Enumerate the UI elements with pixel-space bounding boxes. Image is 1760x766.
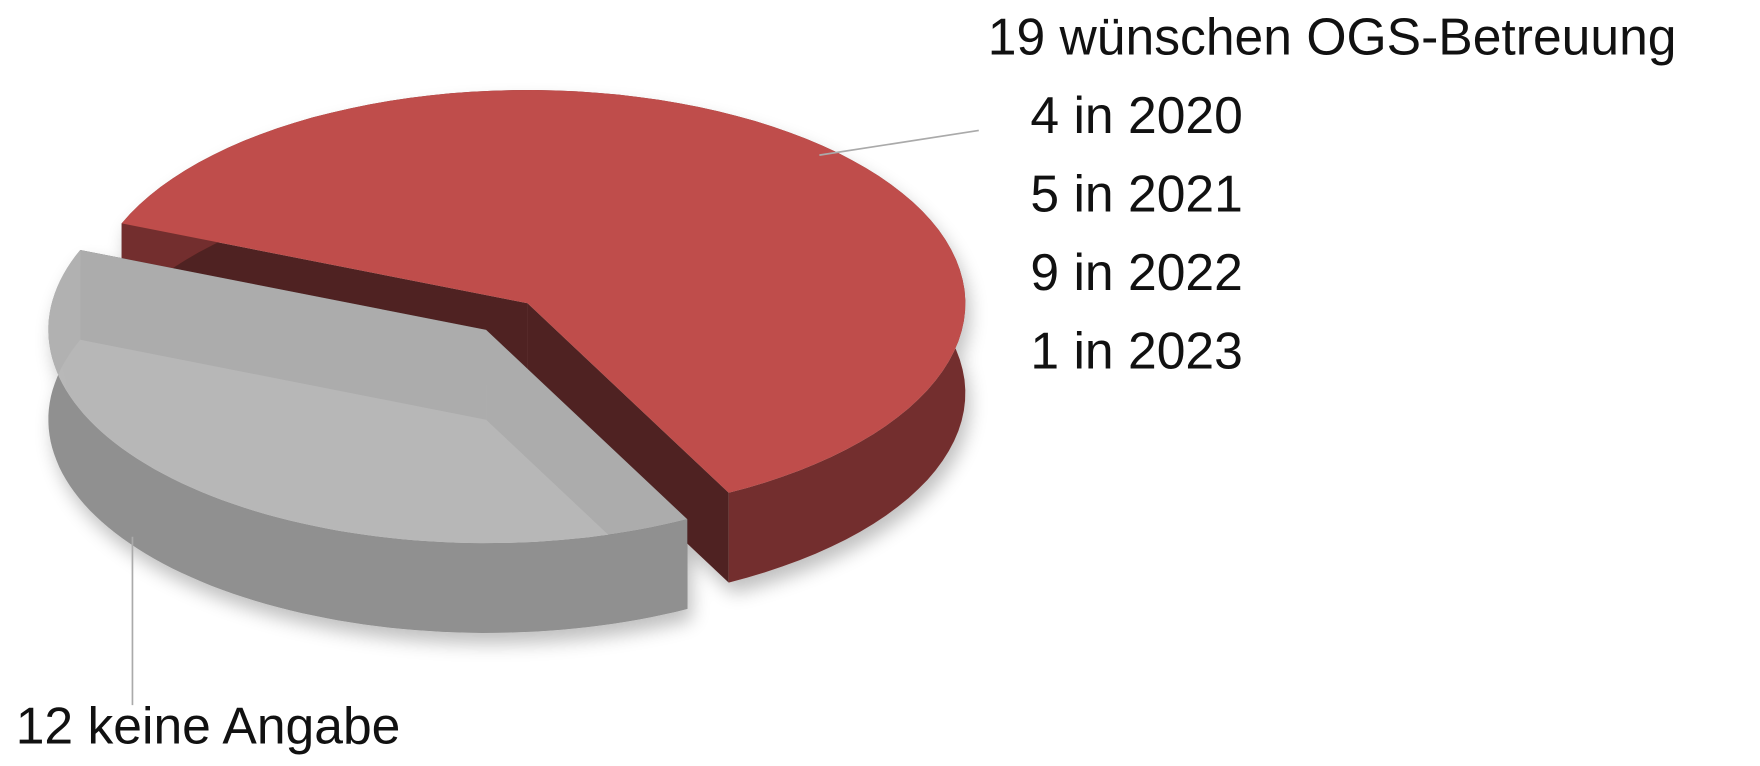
data-label: 12 keine Angabe (16, 696, 401, 754)
data-label: 19 wünschen OGS-Betreuung (988, 7, 1677, 65)
annotation: 1 in 2023 (1030, 322, 1242, 380)
annotation: 9 in 2022 (1030, 243, 1242, 301)
slice (48, 249, 688, 544)
annotation: 5 in 2021 (1030, 164, 1242, 222)
slice (121, 90, 966, 493)
leader-line (819, 129, 979, 156)
annotation: 4 in 2020 (1030, 86, 1242, 144)
pie (48, 90, 966, 633)
slice-side (48, 249, 688, 633)
